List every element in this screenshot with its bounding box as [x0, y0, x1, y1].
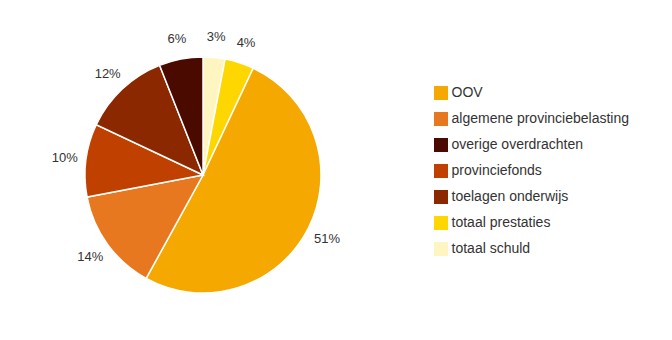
svg-text:10%: 10%	[52, 150, 78, 165]
html-text:provinciefonds: provinciefonds	[451, 162, 542, 178]
html-text:overige overdrachten: overige overdrachten	[451, 136, 584, 152]
html-text:algemene provinciebelasting: algemene provinciebelasting	[451, 110, 629, 126]
svg-text:3%: 3%	[207, 29, 226, 44]
svg-text:14%: 14%	[77, 249, 103, 264]
svg-text:4%: 4%	[237, 35, 256, 50]
html-text:totaal prestaties: totaal prestaties	[451, 214, 551, 230]
html-text:totaal schuld: totaal schuld	[451, 240, 531, 256]
html-text:OOV: OOV	[451, 84, 483, 100]
svg-text:51%: 51%	[314, 231, 340, 246]
svg-text:12%: 12%	[95, 66, 121, 81]
html-text:toelagen onderwijs: toelagen onderwijs	[451, 188, 569, 204]
svg-text:6%: 6%	[168, 31, 187, 46]
